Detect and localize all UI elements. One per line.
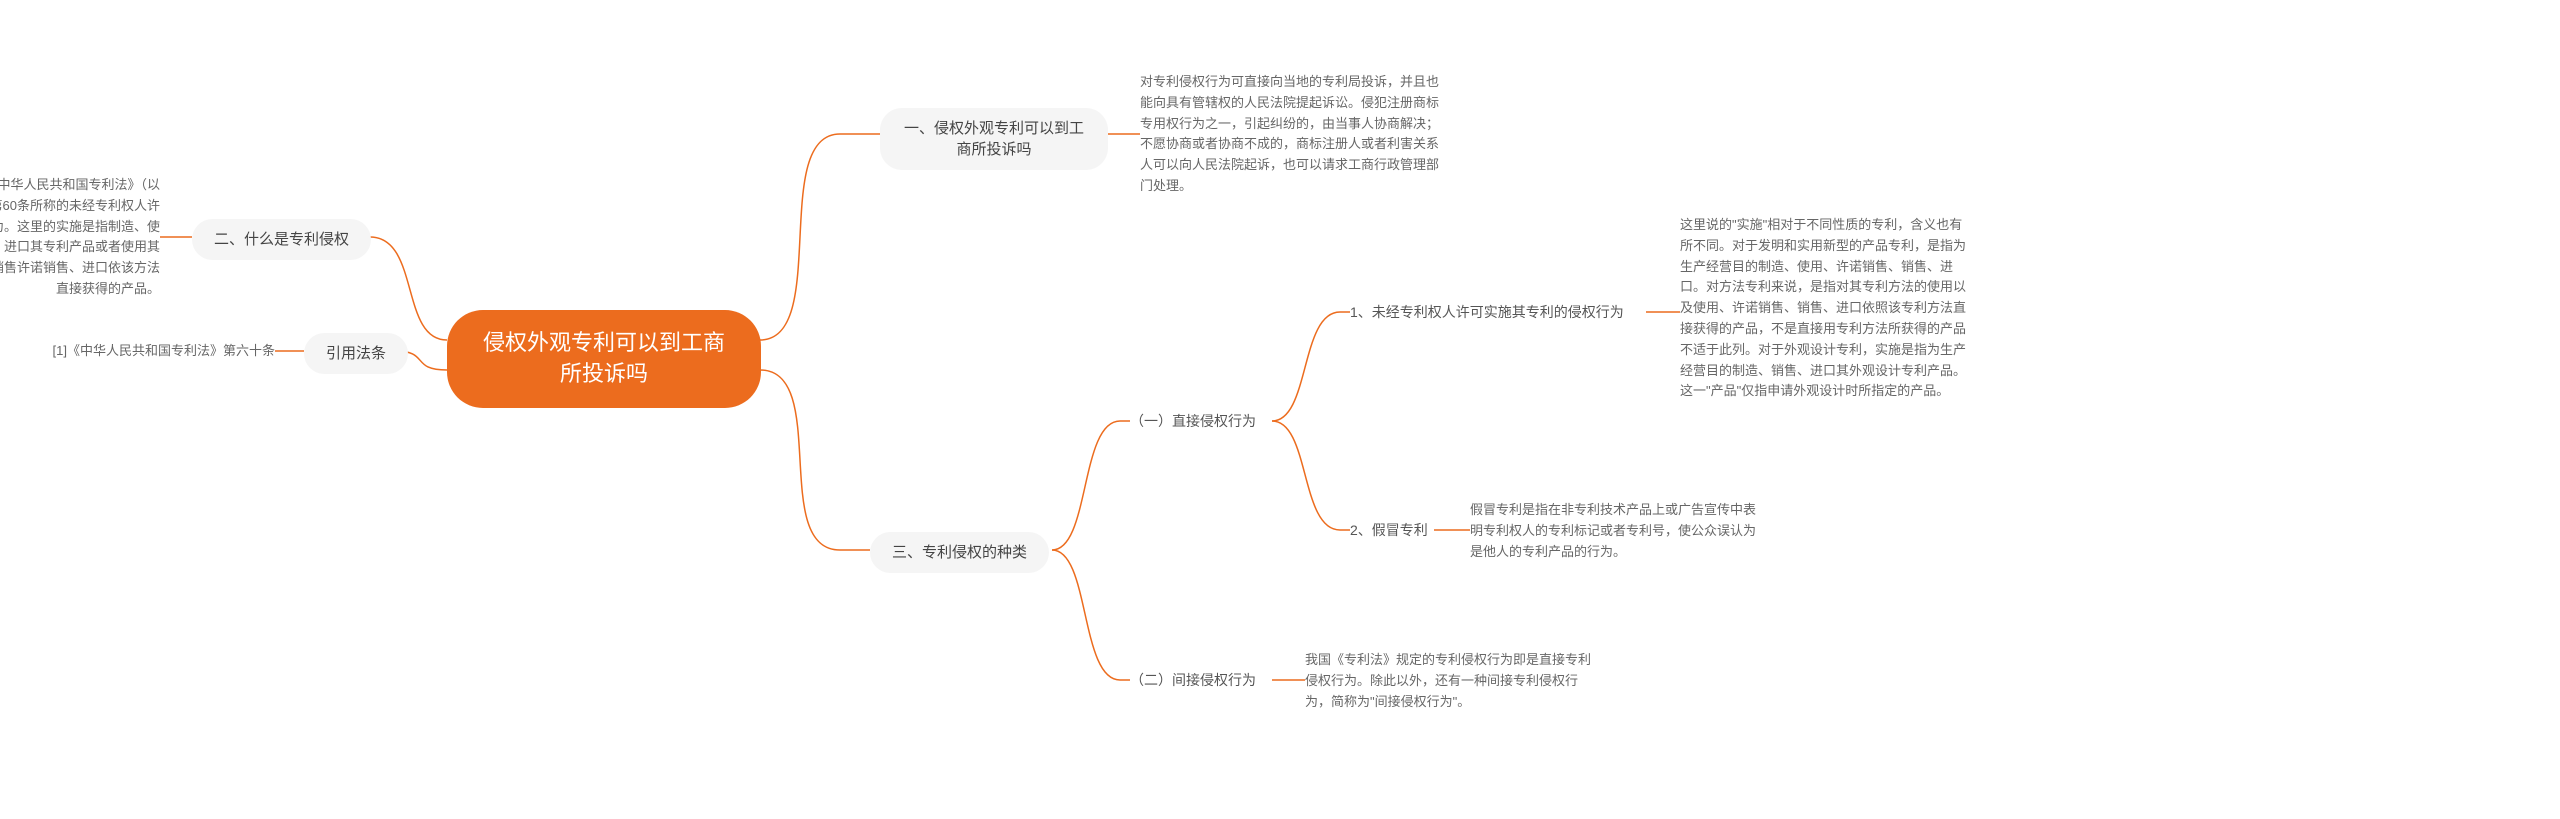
leaf-1-label: 1、未经专利权人许可实施其专利的侵权行为: [1350, 302, 1624, 323]
sub-indirect-desc: 我国《专利法》规定的专利侵权行为即是直接专利侵权行为。除此以外，还有一种间接专利…: [1305, 650, 1595, 712]
branch-1-desc: 对专利侵权行为可直接向当地的专利局投诉，并且也能向具有管辖权的人民法院提起诉讼。…: [1140, 72, 1440, 197]
leaf-1: 1、未经专利权人许可实施其专利的侵权行为: [1350, 302, 1624, 323]
sub-direct: （一）直接侵权行为: [1130, 411, 1256, 432]
root-title: 侵权外观专利可以到工商所投诉吗: [475, 328, 733, 390]
branch-1-desc-text: 对专利侵权行为可直接向当地的专利局投诉，并且也能向具有管辖权的人民法院提起诉讼。…: [1140, 72, 1440, 197]
branch-ref-desc-text: [1]《中华人民共和国专利法》第六十条: [53, 341, 275, 362]
sub-indirect-desc-text: 我国《专利法》规定的专利侵权行为即是直接专利侵权行为。除此以外，还有一种间接专利…: [1305, 650, 1595, 712]
root-node: 侵权外观专利可以到工商所投诉吗: [447, 310, 761, 408]
branch-ref-desc: [1]《中华人民共和国专利法》第六十条: [28, 341, 275, 362]
branch-2-label: 二、什么是专利侵权: [214, 229, 349, 250]
leaf-2: 2、假冒专利: [1350, 520, 1428, 541]
branch-1: 一、侵权外观专利可以到工商所投诉吗: [880, 108, 1108, 170]
leaf-1-desc-text: 这里说的"实施"相对于不同性质的专利，含义也有所不同。对于发明和实用新型的产品专…: [1680, 215, 1975, 402]
leaf-1-desc: 这里说的"实施"相对于不同性质的专利，含义也有所不同。对于发明和实用新型的产品专…: [1680, 215, 1975, 402]
branch-1-label: 一、侵权外观专利可以到工商所投诉吗: [902, 118, 1086, 160]
leaf-2-desc-text: 假冒专利是指在非专利技术产品上或广告宣传中表明专利权人的专利标记或者专利号，使公…: [1470, 500, 1760, 562]
leaf-2-desc: 假冒专利是指在非专利技术产品上或广告宣传中表明专利权人的专利标记或者专利号，使公…: [1470, 500, 1760, 562]
sub-indirect: （二）间接侵权行为: [1130, 670, 1256, 691]
branch-3-label: 三、专利侵权的种类: [892, 542, 1027, 563]
branch-ref: 引用法条: [304, 333, 408, 374]
branch-2-desc-text: 专利侵权是指我国《中华人民共和国专利法》（以下简称《专利法》）第60条所称的未经…: [0, 175, 160, 300]
sub-indirect-label: （二）间接侵权行为: [1130, 670, 1256, 691]
branch-ref-label: 引用法条: [326, 343, 386, 364]
branch-3: 三、专利侵权的种类: [870, 532, 1049, 573]
branch-2: 二、什么是专利侵权: [192, 219, 371, 260]
branch-2-desc: 专利侵权是指我国《中华人民共和国专利法》（以下简称《专利法》）第60条所称的未经…: [0, 175, 160, 300]
sub-direct-label: （一）直接侵权行为: [1130, 411, 1256, 432]
leaf-2-label: 2、假冒专利: [1350, 520, 1428, 541]
